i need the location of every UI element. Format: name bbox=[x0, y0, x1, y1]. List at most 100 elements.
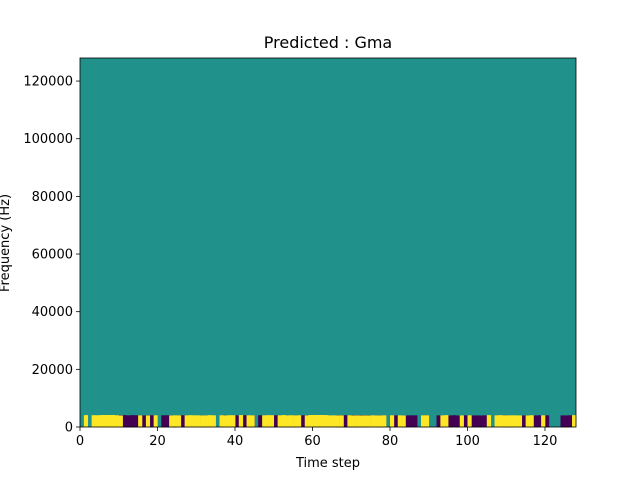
heatmap-cell-low bbox=[545, 415, 550, 428]
heatmap-cell-high bbox=[289, 415, 294, 428]
heatmap-cell-high bbox=[111, 415, 116, 428]
heatmap-cell-low bbox=[479, 415, 484, 428]
heatmap-cell-high bbox=[281, 415, 286, 427]
x-tick-label: 120 bbox=[533, 434, 558, 449]
heatmap-cell-high bbox=[83, 415, 89, 427]
heatmap-cell-high bbox=[297, 415, 302, 428]
heatmap-cell-low bbox=[343, 415, 348, 428]
heatmap-cell-high bbox=[192, 415, 197, 428]
heatmap-cell-high bbox=[269, 415, 275, 427]
heatmap-cell-high bbox=[308, 415, 313, 428]
heatmap-cell-high bbox=[184, 415, 189, 428]
x-tick-label: 40 bbox=[227, 434, 244, 449]
heatmap-cell-high bbox=[444, 415, 449, 427]
heatmap-cell-high bbox=[207, 415, 213, 428]
heatmap-cell-low bbox=[560, 415, 565, 428]
heatmap-cell-high bbox=[250, 415, 255, 428]
heatmap-cell-low bbox=[122, 415, 127, 428]
heatmap-cell-high bbox=[188, 415, 193, 428]
heatmap-cell-low bbox=[142, 415, 147, 428]
heatmap-cell-high bbox=[285, 415, 290, 428]
heatmap-cell-high bbox=[525, 415, 530, 428]
heatmap-cell-high bbox=[223, 415, 228, 428]
heatmap-cell-low bbox=[409, 415, 414, 428]
heatmap-cell-high bbox=[118, 415, 123, 428]
heatmap-cell-high bbox=[510, 415, 515, 428]
y-tick-label: 80000 bbox=[32, 190, 73, 205]
y-tick-label: 40000 bbox=[32, 305, 73, 320]
heatmap-cell-high bbox=[494, 415, 499, 428]
heatmap-cell-high bbox=[227, 415, 232, 428]
heatmap-cell-low bbox=[165, 415, 170, 428]
x-tick-label: 20 bbox=[149, 434, 166, 449]
heatmap-cell-low bbox=[130, 415, 135, 428]
heatmap-cell-high bbox=[173, 415, 178, 428]
heatmap-cell-low bbox=[436, 415, 441, 428]
heatmap-cell-high bbox=[145, 415, 151, 428]
heatmap-cell-high bbox=[486, 415, 492, 427]
heatmap-cell-low bbox=[564, 415, 569, 428]
heatmap-cell-high bbox=[506, 415, 511, 428]
heatmap-cell-high bbox=[382, 415, 387, 428]
heatmap-cell-high bbox=[246, 415, 251, 428]
heatmap-cell-low bbox=[180, 415, 185, 428]
heatmap-cell-high bbox=[370, 415, 375, 428]
heatmap-cell-high bbox=[169, 415, 174, 428]
plot-area bbox=[79, 57, 577, 428]
x-tick-label: 100 bbox=[455, 434, 480, 449]
heatmap-cell-high bbox=[304, 415, 309, 428]
heatmap-cell-low bbox=[300, 415, 306, 428]
heatmap-cell-high bbox=[138, 415, 143, 428]
heatmap-cell-high bbox=[312, 415, 317, 428]
heatmap-cell-low bbox=[455, 415, 461, 428]
y-axis: 0 20000 40000 60000 80000 100000 120000 bbox=[23, 75, 80, 436]
heatmap-cell-low bbox=[463, 415, 468, 428]
heatmap-cell-high bbox=[378, 415, 383, 428]
plot-frame bbox=[79, 57, 577, 428]
heatmap-cell-low bbox=[405, 415, 410, 428]
heatmap-cell-high bbox=[347, 415, 352, 428]
heatmap-cell-high bbox=[374, 415, 379, 428]
heatmap-cell-high bbox=[440, 415, 445, 428]
y-tick-label: 100000 bbox=[23, 132, 73, 147]
heatmap-cell-high bbox=[99, 415, 104, 428]
heatmap-cell-low bbox=[126, 415, 131, 428]
heatmap-cell-low bbox=[242, 415, 247, 428]
heatmap-cell-high bbox=[502, 415, 507, 428]
x-tick-label: 80 bbox=[382, 434, 399, 449]
heatmap-cell-high bbox=[529, 415, 534, 428]
heatmap-cell-high bbox=[219, 415, 224, 428]
heatmap-cell-low bbox=[273, 415, 278, 428]
heatmap-cell-low bbox=[258, 415, 263, 428]
heatmap-cell-high bbox=[266, 415, 271, 428]
heatmap-cell-high bbox=[351, 415, 356, 428]
heatmap-cell-high bbox=[359, 415, 364, 428]
heatmap-cell-high bbox=[397, 415, 402, 428]
heatmap-cell-low bbox=[521, 415, 526, 428]
heatmap-cell-high bbox=[211, 415, 216, 428]
x-axis: 0 20 40 60 80 100 120 bbox=[76, 427, 558, 449]
heatmap-cell-high bbox=[517, 415, 523, 428]
x-tick-label: 0 bbox=[76, 434, 84, 449]
heatmap-cell-low bbox=[475, 415, 480, 428]
heatmap-cell-high bbox=[366, 415, 371, 428]
heatmap-cell-high bbox=[421, 415, 426, 428]
heatmap-cell-low bbox=[161, 415, 166, 428]
y-tick-label: 60000 bbox=[32, 248, 73, 263]
heatmap-cell-high bbox=[498, 415, 503, 427]
heatmap-cell-high bbox=[324, 415, 329, 428]
heatmap-cell-high bbox=[238, 415, 244, 427]
heatmap-cell-low bbox=[235, 415, 240, 428]
heatmap-cell-low bbox=[483, 415, 488, 428]
heatmap-cell-low bbox=[471, 415, 476, 428]
heatmap-cell-high bbox=[424, 415, 430, 428]
heatmap-cell-high bbox=[107, 415, 112, 428]
heatmap-cell-high bbox=[331, 415, 337, 428]
y-tick-label: 0 bbox=[65, 421, 73, 436]
heatmap-cell-high bbox=[231, 415, 236, 428]
heatmap-cell-high bbox=[401, 415, 406, 428]
heatmap-cell-high bbox=[467, 415, 472, 428]
heatmap-cell-high bbox=[541, 415, 546, 428]
heatmap-cell-high bbox=[196, 415, 201, 428]
